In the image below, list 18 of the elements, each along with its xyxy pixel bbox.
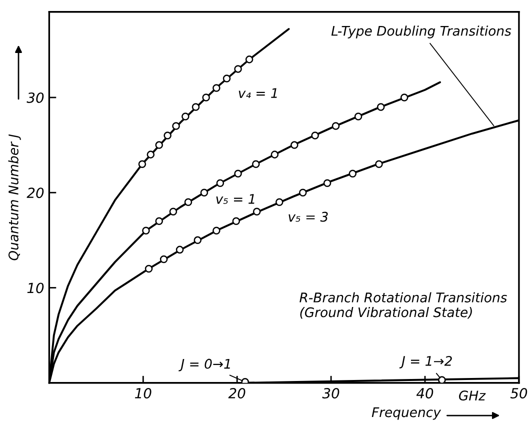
x-tick-label: 30 [322,388,340,398]
y-tick-label: 20 [26,188,44,198]
y-tick-label: 30 [26,92,44,103]
x-tick-label: 20 [228,388,246,398]
text: GHz [459,390,486,401]
annotation: J = 0→1 [178,358,230,372]
annotation: v₅ = 3 [288,212,328,222]
annotation: v₄ = 1 [238,88,277,98]
x-axis-title: Frequency [372,407,442,420]
annotation: R-Branch Rotational Transitions (Ground Vibrational State) [300,292,507,319]
x-tick-label: 10 [134,388,152,398]
annotation: L-Type Doubling Transitions [331,26,512,38]
x-tick-label: 40 [416,388,434,398]
y-axis-title: Quantum Number J [8,134,21,260]
annotation: J = 1→2 [399,356,452,368]
annotation: v₅ = 1 [216,194,254,204]
y-tick-label: 10 [27,282,44,294]
x-tick-label: 50 [510,388,528,398]
